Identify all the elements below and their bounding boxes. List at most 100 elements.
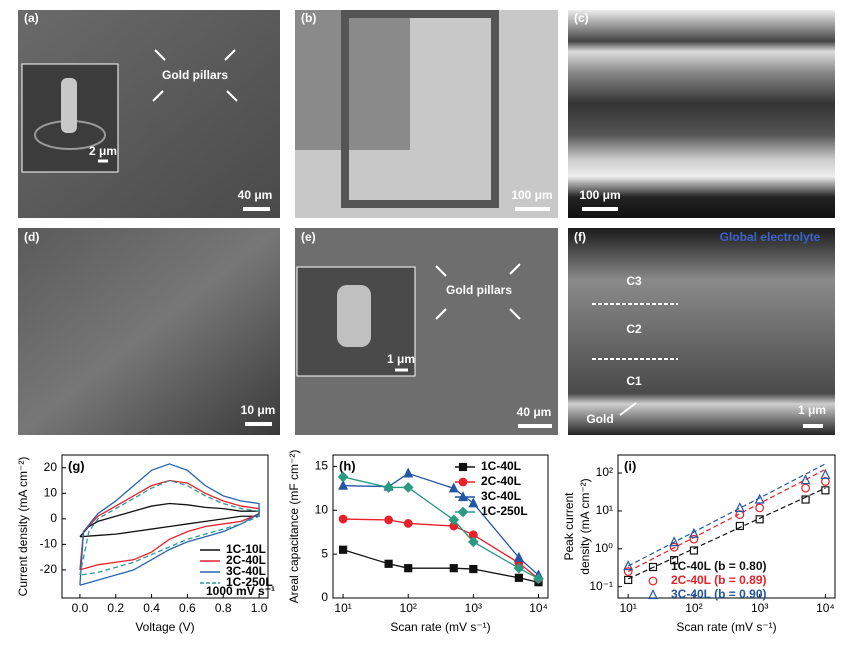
data-point — [801, 495, 810, 504]
data-point — [468, 536, 479, 548]
data-point — [513, 562, 525, 574]
panel-c: (c) 100 μm — [568, 10, 835, 218]
layer-label: C2 — [626, 322, 642, 336]
data-point — [624, 575, 633, 585]
y-tick-label: 15 — [315, 459, 329, 473]
legend-label: 1C-250L — [226, 575, 273, 589]
series-line — [342, 549, 539, 583]
x-axis-label: Scan rate (mV s⁻¹) — [676, 620, 776, 634]
legend-label: 3C-40L (b = 0.90) — [671, 587, 766, 601]
y-tick-label: 10 — [315, 502, 329, 516]
series-line — [343, 518, 539, 580]
panel-e: (e) Gold pillars 1 μm 40 μm — [295, 228, 558, 435]
data-point — [448, 514, 460, 526]
pillar — [61, 78, 77, 133]
annotation: Gold pillars — [162, 68, 228, 82]
x-tick-label: 0.4 — [143, 601, 160, 615]
panel-b: (b) 100 μm — [295, 10, 558, 218]
data-point — [735, 510, 745, 519]
data-point — [755, 515, 764, 524]
legend-label: 3C-40L — [226, 564, 266, 578]
legend-label: 1C-40L (b = 0.80) — [671, 559, 766, 573]
data-point — [800, 474, 811, 485]
series-line — [79, 463, 260, 586]
x-tick-label: 10¹ — [334, 601, 351, 615]
legend-label: 1C-250L — [481, 504, 528, 518]
data-point — [338, 514, 348, 524]
data-point — [513, 551, 524, 562]
x-tick-label: 10⁴ — [816, 601, 835, 615]
y-axis-label: Peak current — [562, 492, 576, 561]
x-tick-label: 0.6 — [179, 601, 196, 615]
panel-f: (f) Global electrolyte C3 C2 C1 Gold 1 μ… — [568, 228, 835, 435]
legend-swatch — [648, 589, 658, 600]
annotation: Global electrolyte — [720, 230, 821, 244]
data-point — [669, 536, 680, 547]
data-point — [689, 546, 699, 555]
panel-label: (f) — [574, 230, 586, 244]
x-tick-label: 10² — [685, 601, 702, 615]
plot-frame — [332, 454, 549, 599]
y-axis-label: Current density (mA cm⁻²) — [16, 457, 30, 597]
arrows — [435, 263, 521, 320]
data-point — [338, 479, 349, 490]
y-tick-label: 10 — [44, 485, 58, 499]
data-point — [384, 515, 394, 525]
region — [295, 10, 410, 150]
arrow — [619, 402, 637, 416]
legend-label: 2C-40L (b = 0.89) — [671, 573, 766, 587]
data-point — [383, 482, 394, 493]
fit-line — [627, 487, 826, 580]
data-point — [689, 534, 699, 544]
data-point — [402, 482, 414, 493]
y-tick-label: 0 — [321, 590, 328, 604]
y-tick-label: 10⁻¹ — [589, 579, 613, 593]
data-point — [820, 468, 831, 479]
legend-label: 3C-40L — [481, 489, 521, 503]
fit-line — [627, 468, 826, 573]
scale-label: 40 μm — [238, 188, 273, 202]
data-point — [449, 564, 458, 573]
layer-label: C3 — [626, 274, 642, 288]
data-point — [403, 467, 414, 478]
panel-label: (c) — [574, 11, 589, 25]
y-tick-label: 10⁰ — [595, 541, 613, 555]
data-point — [514, 573, 523, 582]
legend-label: 2C-40L — [226, 553, 266, 567]
data-point — [469, 564, 478, 574]
scale-label: 1 μm — [798, 403, 826, 417]
x-axis-label: Voltage (V) — [135, 620, 194, 634]
layer-label: C1 — [626, 374, 642, 388]
panel-a: (a) Gold pillars 2 μm 40 μm — [18, 10, 280, 218]
panel-label: (a) — [24, 11, 39, 25]
data-point — [623, 567, 633, 576]
data-point — [688, 527, 699, 538]
y-tick-label: 5 — [321, 546, 328, 560]
arrows — [152, 49, 238, 102]
data-point — [384, 559, 393, 568]
x-tick-label: 10⁴ — [529, 601, 548, 615]
x-tick-label: 10¹ — [620, 601, 637, 615]
scale-label: 100 μm — [579, 188, 620, 202]
data-point — [755, 503, 765, 513]
micrograph — [18, 228, 280, 435]
data-point — [468, 497, 479, 508]
y-tick-label: -20 — [40, 562, 58, 576]
fit-line — [627, 463, 826, 567]
y-tick-label: 0 — [50, 511, 57, 525]
x-tick-label: 1.0 — [251, 601, 268, 615]
data-point — [801, 483, 811, 493]
panel-label: (g) — [68, 458, 85, 473]
micrograph — [568, 10, 835, 218]
x-tick-label: 10² — [400, 601, 417, 615]
data-point — [734, 502, 745, 513]
panel-label: (b) — [301, 11, 316, 25]
data-point — [735, 521, 744, 531]
data-point — [403, 519, 413, 528]
annotation: Gold pillars — [446, 283, 512, 297]
x-tick-label: 0.0 — [72, 601, 89, 615]
x-axis-label: Scan rate (mV s⁻¹) — [390, 620, 490, 634]
legend-label: 1C-10L — [226, 542, 266, 556]
series-line — [79, 479, 260, 576]
x-tick-label: 10³ — [465, 601, 482, 615]
